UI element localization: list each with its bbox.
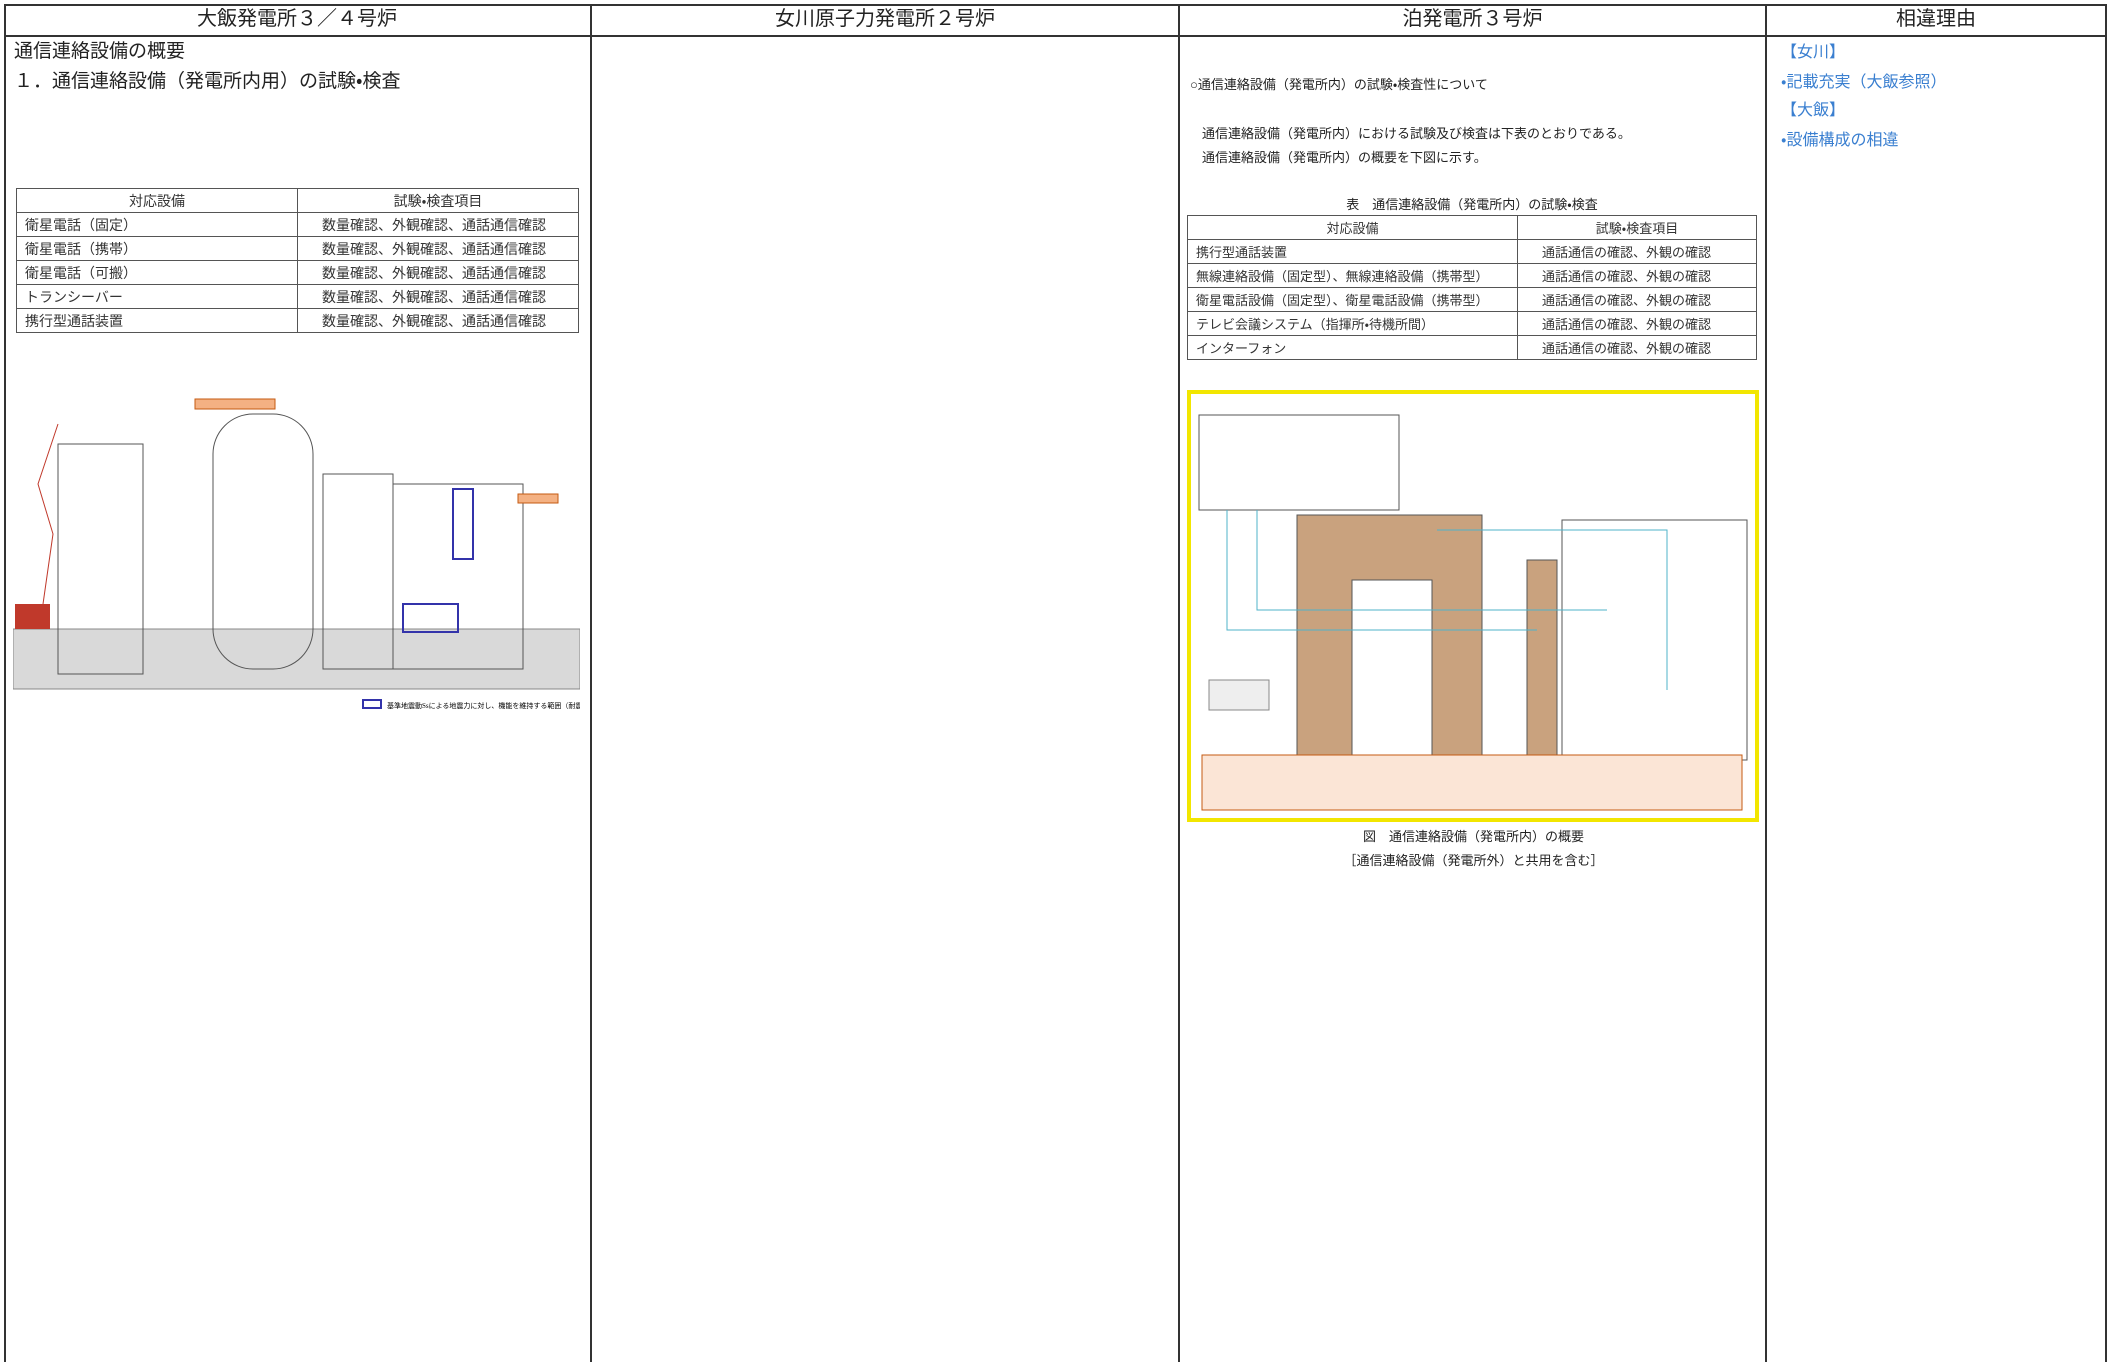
rule (1765, 4, 1767, 1362)
legend-text: 基準地震動Ssによる地震力に対し、機能を維持する範囲（耐震基準適合範囲） (387, 701, 580, 710)
row: 無線連絡設備（固定型）、無線連絡設備（携帯型） 通話通信の確認、外観の確認 (1186, 263, 1757, 288)
cell: インターフォン (1186, 335, 1519, 360)
header-cell: 試験・検査項目 (297, 188, 579, 213)
rule (590, 4, 592, 1362)
cell: 携行型通話装置 (16, 308, 298, 333)
column-header: 泊発電所３号炉 (1402, 8, 1543, 30)
row: 衛星電話（固定） 数量確認、外観確認、通話通信確認 (16, 212, 579, 237)
title: 通信連絡設備の概要 (14, 41, 186, 62)
cell: 数量確認、外観確認、通話通信確認 (297, 212, 579, 237)
cell: テレビ会議システム（指揮所・待機所間） (1186, 311, 1519, 336)
cell: 衛星電話設備（固定型）、衛星電話設備（携帯型） (1186, 287, 1519, 312)
rule (4, 4, 2107, 6)
cell: 通話通信の確認、外観の確認 (1517, 239, 1757, 264)
row: 携行型通話装置 数量確認、外観確認、通話通信確認 (16, 308, 579, 333)
rule (2105, 4, 2107, 1362)
cell: 通話通信の確認、外観の確認 (1517, 287, 1757, 312)
column-header: 相違理由 (1896, 8, 1976, 30)
rule (1178, 4, 1180, 1362)
row: テレビ会議システム（指揮所・待機所間） 通話通信の確認、外観の確認 (1186, 311, 1757, 336)
row: 衛星電話設備（固定型）、衛星電話設備（携帯型） 通話通信の確認、外観の確認 (1186, 287, 1757, 312)
cell: 衛星電話（携帯） (16, 236, 298, 261)
column-header: 女川原子力発電所２号炉 (775, 8, 995, 30)
figure-caption: 図 通信連絡設備（発電所内）の概要 (1362, 829, 1584, 844)
row: 衛星電話（可搬） 数量確認、外観確認、通話通信確認 (16, 260, 579, 285)
cell: 衛星電話（固定） (16, 212, 298, 237)
figure-caption: ［通信連絡設備（発電所外）と共用を含む］ (1343, 853, 1604, 868)
cell: 数量確認、外観確認、通話通信確認 (297, 236, 579, 261)
cell: 無線連絡設備（固定型）、無線連絡設備（携帯型） (1186, 263, 1519, 288)
header-cell: 対応設備 (16, 188, 298, 213)
cell: 通話通信の確認、外観の確認 (1517, 335, 1757, 360)
paragraph: 通信連絡設備（発電所内）の概要を下図に示す。 (1202, 150, 1487, 165)
reason: 【大飯】 (1781, 102, 1846, 119)
reason: ・記載充実（大飯参照） (1781, 74, 1947, 91)
row: 携行型通話装置 通話通信の確認、外観の確認 (1186, 239, 1757, 264)
cell: 衛星電話（可搬） (16, 260, 298, 285)
diagram: 基準地震動Ssによる地震力に対し、機能を維持する範囲（耐震基準適合範囲） (13, 398, 580, 710)
column-header: 大飯発電所３／４号炉 (197, 8, 397, 30)
header-cell: 対応設備 (1186, 215, 1519, 240)
cell: 通話通信の確認、外観の確認 (1517, 311, 1757, 336)
rule (4, 35, 2107, 37)
table: 対応設備 試験・検査項目 携行型通話装置 通話通信の確認、外観の確認 無線連絡設備（固定… (1186, 215, 1757, 360)
header-cell: 試験・検査項目 (1517, 215, 1757, 240)
row: インターフォン 通話通信の確認、外観の確認 (1186, 335, 1757, 360)
cell: 通話通信の確認、外観の確認 (1517, 263, 1757, 288)
table: 対応設備 試験・検査項目 衛星電話（固定） 数量確認、外観確認、通話通信確認 衛星電話（… (16, 188, 579, 333)
cell: トランシーバー (16, 284, 298, 309)
cell: 携行型通話装置 (1186, 239, 1519, 264)
reason: ・設備構成の相違 (1781, 132, 1899, 149)
rule (4, 4, 6, 1362)
cell: 数量確認、外観確認、通話通信確認 (297, 284, 579, 309)
table-caption: 表 通信連絡設備（発電所内）の試験・検査 (1346, 197, 1598, 212)
header-row: 対応設備 試験・検査項目 (1186, 215, 1757, 240)
cell: 数量確認、外観確認、通話通信確認 (297, 260, 579, 285)
row: トランシーバー 数量確認、外観確認、通話通信確認 (16, 284, 579, 309)
header-row: 対応設備 試験・検査項目 (16, 188, 579, 213)
reason: 【女川】 (1781, 44, 1846, 61)
row: 衛星電話（携帯） 数量確認、外観確認、通話通信確認 (16, 236, 579, 261)
cell: 数量確認、外観確認、通話通信確認 (297, 308, 579, 333)
paragraph: 通信連絡設備（発電所内）における試験及び検査は下表のとおりである。 (1202, 126, 1631, 141)
section-heading: １．通信連絡設備（発電所内用）の試験・検査 (14, 71, 401, 92)
heading: ○通信連絡設備（発電所内）の試験・検査性について (1190, 77, 1488, 92)
figure (1187, 390, 1759, 822)
